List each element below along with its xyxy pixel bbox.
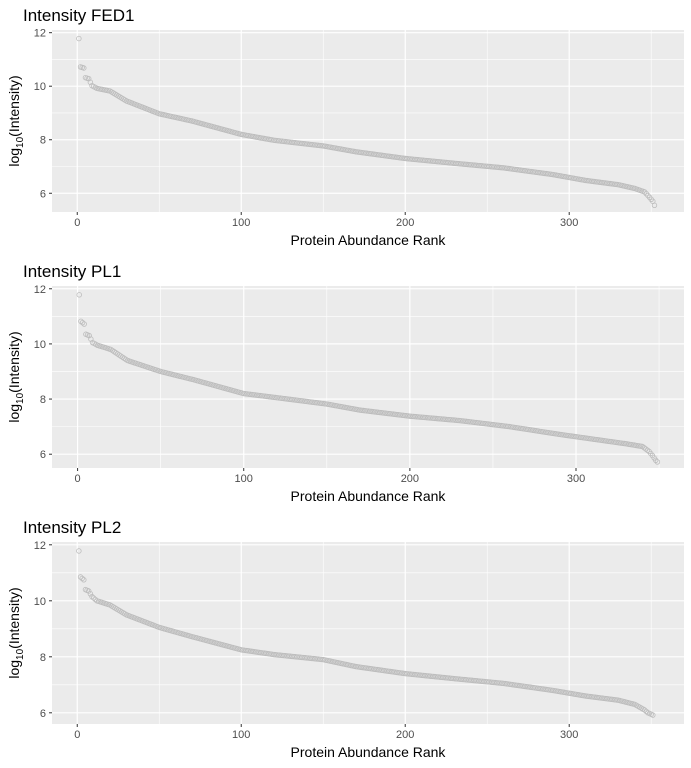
data-point [418,414,425,420]
data-point [455,417,461,424]
data-point [442,416,448,422]
x-tick-label: 300 [567,473,585,485]
points-layer [76,35,658,209]
data-point [77,574,84,580]
data-point [432,415,438,422]
x-tick-label: 0 [74,729,80,741]
data-point [86,588,92,594]
data-point [643,191,649,197]
data-point [450,417,456,423]
chart-pl2: Intensity PL2 0 100 200 300 6 8 10 12 Protein A… [0,512,691,768]
chart-title: Intensity PL2 [23,518,121,537]
y-tick-label: 6 [40,708,46,720]
y-tick-label: 6 [40,449,46,461]
data-point [420,414,426,421]
data-point [89,593,95,600]
data-point [422,414,428,421]
data-point [654,459,661,465]
data-point [412,413,418,420]
chart-fed1: Intensity FED1 0 100 200 300 6 8 10 12 Protein … [0,0,691,256]
data-point [641,707,648,713]
data-point [448,417,455,423]
data-point [413,414,420,420]
data-point [408,413,415,420]
data-point [81,65,87,71]
data-point [79,319,86,326]
data-point [425,415,431,421]
data-point [443,416,450,423]
data-point [76,292,82,298]
data-point [410,413,416,420]
data-point [435,415,441,422]
data-point [415,414,421,420]
data-point [645,192,651,199]
data-point [423,414,430,421]
y-tick-label: 8 [40,652,46,664]
data-point [90,595,97,601]
x-tick-label: 300 [560,729,578,741]
chart-title: Intensity FED1 [23,6,135,25]
x-tick-label: 200 [396,729,414,741]
data-point [644,447,651,453]
x-axis-title: Protein Abundance Rank [291,232,447,248]
data-point [453,417,460,423]
y-tick-label: 8 [40,394,46,406]
data-point [78,318,84,324]
data-point [440,416,446,422]
data-point [87,591,94,597]
x-axis-title: Protein Abundance Rank [291,488,447,504]
data-point [427,415,433,421]
y-tick-label: 8 [40,135,46,147]
y-tick-label: 12 [34,28,46,40]
data-point [651,202,658,209]
data-point [437,416,443,422]
y-tick-label: 12 [34,540,46,552]
x-tick-label: 100 [232,217,250,229]
x-tick-label: 0 [75,473,81,485]
data-point [79,575,85,582]
data-point [407,413,413,419]
data-point [650,712,656,718]
y-tick-label: 6 [40,188,46,200]
x-tick-label: 0 [74,217,80,229]
y-axis-title: log10(Intensity) [6,331,26,422]
data-point [445,416,451,423]
chart-title: Intensity PL1 [23,262,121,281]
chart-pl2-svg: Intensity PL2 0 100 200 300 6 8 10 12 Protein A… [6,518,684,760]
x-axis-title: Protein Abundance Rank [291,744,447,760]
data-point [433,415,440,422]
points-layer [76,292,661,465]
chart-pl1-svg: Intensity PL1 0 100 200 300 6 8 10 12 Protein A… [6,262,684,504]
data-point [76,35,82,42]
chart-pl1: Intensity PL1 0 100 200 300 6 8 10 12 Protein A… [0,256,691,512]
points-layer [76,548,656,718]
data-point [641,189,648,195]
x-tick-label: 300 [560,217,578,229]
data-point [76,548,82,554]
x-tick-label: 100 [232,729,250,741]
data-point [452,417,458,423]
y-axis-title: log10(Intensity) [6,75,26,166]
y-tick-label: 10 [34,596,46,608]
data-point [428,415,435,421]
chart-fed1-svg: Intensity FED1 0 100 200 300 6 8 10 12 Protein … [6,6,684,248]
data-point [417,414,423,420]
plot-panel [52,30,684,212]
data-point [653,457,659,463]
data-point [430,415,436,421]
y-tick-label: 10 [34,81,46,93]
y-tick-label: 12 [34,284,46,296]
x-tick-label: 200 [396,217,414,229]
data-point [81,321,87,327]
x-tick-label: 200 [401,473,419,485]
y-axis-title: log10(Intensity) [6,587,26,678]
data-point [447,416,453,423]
y-tick-label: 10 [34,339,46,351]
data-point [438,416,445,422]
x-tick-label: 100 [235,473,253,485]
data-point [81,577,87,583]
